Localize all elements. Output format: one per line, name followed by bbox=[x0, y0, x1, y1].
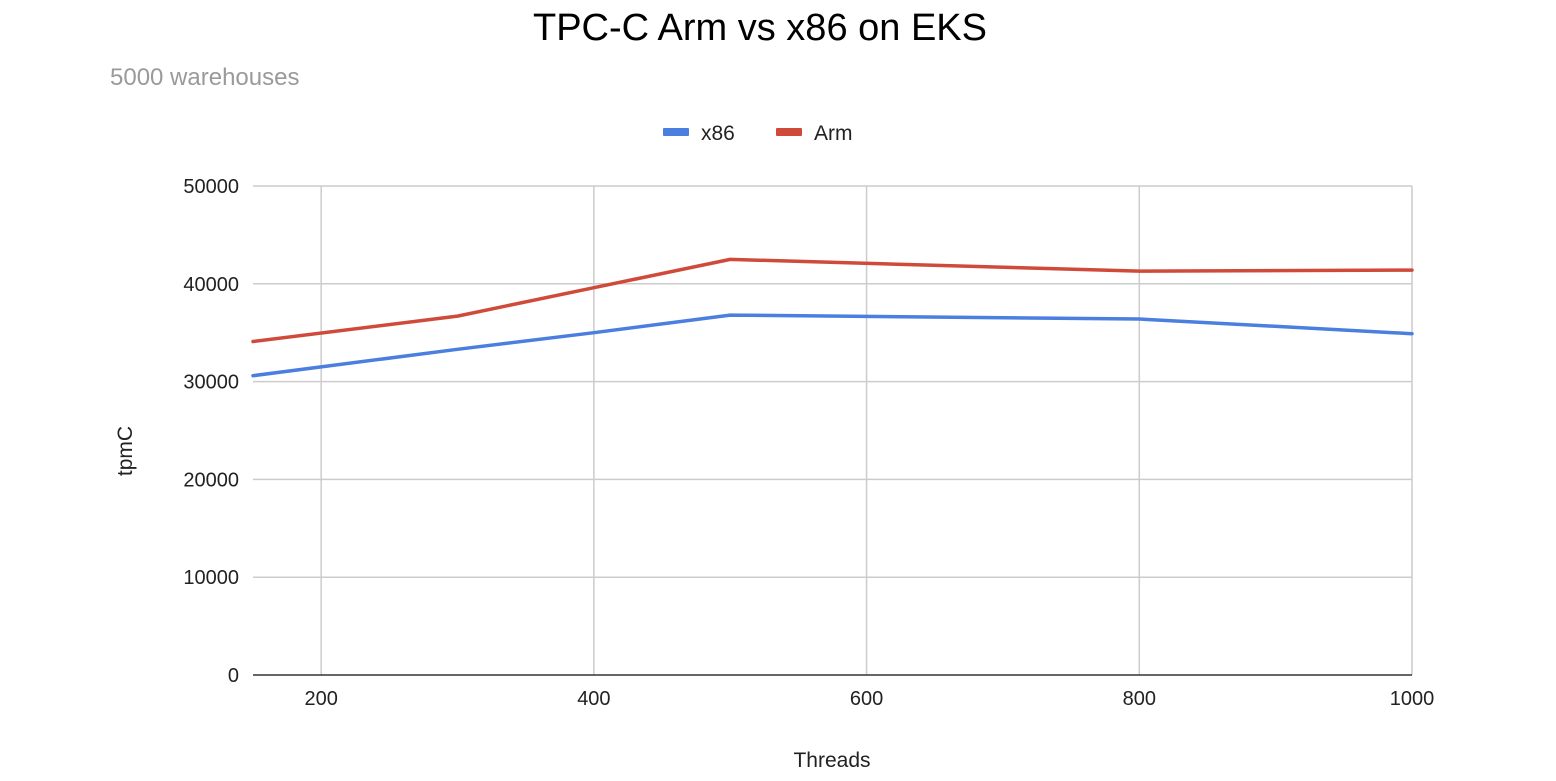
series-line-x86 bbox=[251, 313, 1414, 378]
y-tick-label: 50000 bbox=[183, 176, 239, 198]
chart-subtitle: 5000 warehouses bbox=[110, 64, 299, 91]
chart-title: TPC-C Arm vs x86 on EKS bbox=[533, 7, 987, 49]
legend-label-arm: Arm bbox=[814, 122, 853, 145]
y-tick-label: 10000 bbox=[183, 567, 239, 589]
legend: x86 Arm bbox=[663, 122, 853, 145]
y-axis-label: tpmC bbox=[114, 426, 137, 476]
legend-swatch-x86 bbox=[663, 128, 689, 136]
series-lines bbox=[251, 257, 1414, 378]
legend-label-x86: x86 bbox=[701, 122, 735, 145]
x-tick-label: 600 bbox=[850, 688, 883, 710]
y-tick-label: 20000 bbox=[183, 469, 239, 491]
gridlines bbox=[253, 185, 1413, 676]
y-tick-label: 0 bbox=[228, 665, 239, 687]
x-axis-label: Threads bbox=[793, 749, 870, 772]
series-line-arm bbox=[251, 257, 1414, 344]
y-axis-ticks: 0 10000 20000 30000 40000 50000 bbox=[183, 176, 239, 687]
y-tick-label: 30000 bbox=[183, 372, 239, 394]
x-axis-ticks: 200 400 600 800 1000 bbox=[304, 688, 1434, 710]
x-tick-label: 800 bbox=[1123, 688, 1156, 710]
x-tick-label: 400 bbox=[577, 688, 610, 710]
x-tick-label: 1000 bbox=[1390, 688, 1435, 710]
y-tick-label: 40000 bbox=[183, 274, 239, 296]
x-tick-label: 200 bbox=[304, 688, 337, 710]
legend-swatch-arm bbox=[776, 128, 802, 136]
